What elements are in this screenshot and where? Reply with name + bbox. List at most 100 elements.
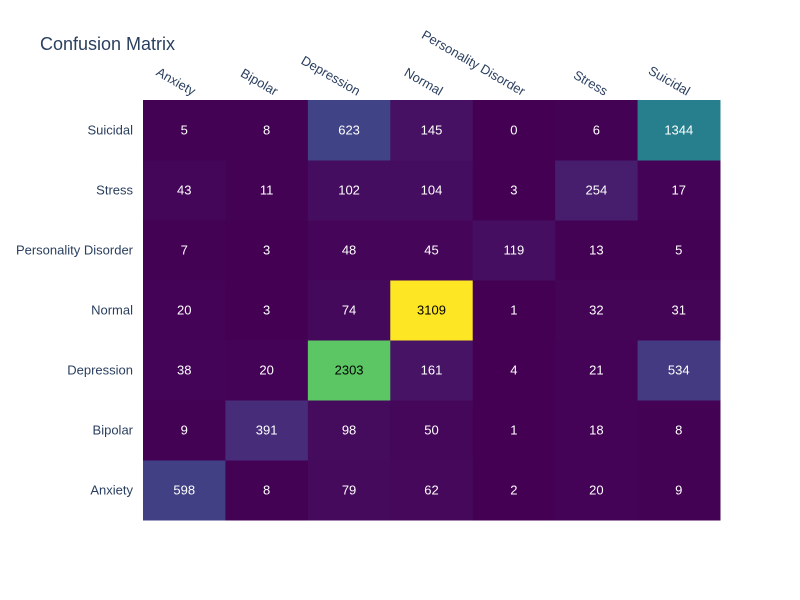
x-axis-ticks: Anxiety Bipolar Depression NormalPersonalit… (154, 27, 693, 99)
x-tick-label: Suicidal (646, 63, 693, 99)
y-axis-ticks: Anxiety Bipolar Depression Normal Personalit… (16, 123, 134, 498)
heatmap-cell-personality-disorder-suicidal (637, 220, 721, 281)
heatmap-cell-anxiety-stress (555, 460, 639, 521)
heatmap-cell-suicidal-personality-disorder (472, 100, 556, 161)
cell-value-label: 6 (593, 123, 600, 138)
heatmap-cell-anxiety-suicidal (637, 460, 721, 521)
cell-value-label: 4 (510, 363, 517, 378)
heatmap-cell-normal-suicidal (637, 280, 721, 341)
heatmap-cell-suicidal-depression (307, 100, 391, 161)
heatmap-cell-normal-stress (555, 280, 639, 341)
heatmap-cell-stress-bipolar (225, 160, 309, 221)
cell-value-label: 48 (342, 243, 356, 258)
cell-value-label: 18 (589, 423, 603, 438)
cell-value-label: 119 (504, 243, 525, 258)
x-tick-label: Normal (402, 65, 446, 99)
cell-value-label: 38 (177, 363, 191, 378)
heatmap-cell-normal-anxiety (143, 280, 226, 341)
heatmap-cell-suicidal-normal (390, 100, 474, 161)
cell-value-label: 20 (589, 483, 603, 498)
cell-value-label: 7 (181, 243, 188, 258)
cell-value-label: 21 (589, 363, 603, 378)
cell-value-label: 8 (263, 483, 270, 498)
cell-value-label: 1 (510, 303, 517, 318)
heatmap-cell-bipolar-anxiety (143, 400, 226, 461)
heatmap-cell-suicidal-suicidal (637, 100, 721, 161)
cell-value-label: 161 (421, 363, 443, 378)
cell-value-label: 2 (510, 483, 517, 498)
heatmap-cell-anxiety-depression (307, 460, 391, 521)
cell-value-label: 102 (338, 183, 360, 198)
heatmap-cell-stress-stress (555, 160, 639, 221)
heatmap-cell-stress-suicidal (637, 160, 721, 221)
cell-value-label: 3 (263, 303, 270, 318)
heatmap-cells: 598 8 79 62 2 20 99 391 98 50 1 18 838 20 2303 161 4 21 53… (143, 100, 721, 521)
y-tick-label: Depression (67, 363, 133, 378)
chart-title: Confusion Matrix (40, 34, 175, 54)
heatmap-cell-depression-bipolar (225, 340, 309, 401)
heatmap-cell-personality-disorder-depression (307, 220, 391, 281)
heatmap-cell-depression-depression (307, 340, 391, 401)
heatmap-cell-normal-bipolar (225, 280, 309, 341)
cell-value-label: 98 (342, 423, 356, 438)
cell-value-label: 45 (424, 243, 438, 258)
cell-value-label: 8 (675, 423, 682, 438)
cell-value-label: 17 (672, 183, 686, 198)
heatmap-cell-depression-suicidal (637, 340, 721, 401)
cell-value-label: 3 (510, 183, 517, 198)
cell-value-label: 74 (342, 303, 356, 318)
x-tick-label: Anxiety (154, 64, 199, 99)
cell-value-label: 79 (342, 483, 356, 498)
cell-value-label: 2303 (335, 363, 364, 378)
cell-value-label: 20 (259, 363, 273, 378)
cell-value-label: 3 (263, 243, 270, 258)
heatmap-cell-personality-disorder-anxiety (143, 220, 226, 281)
heatmap-cell-stress-depression (307, 160, 391, 221)
cell-value-label: 254 (586, 183, 608, 198)
cell-value-label: 534 (668, 363, 690, 378)
cell-value-label: 13 (589, 243, 603, 258)
heatmap-cell-personality-disorder-personality-disorder (472, 220, 556, 281)
y-tick-label: Personality Disorder (16, 243, 134, 258)
cell-value-label: 5 (675, 243, 682, 258)
cell-value-label: 623 (338, 123, 360, 138)
heatmap-cell-personality-disorder-stress (555, 220, 639, 281)
heatmap-cell-anxiety-personality-disorder (472, 460, 556, 521)
cell-value-label: 50 (424, 423, 438, 438)
cell-value-label: 104 (421, 183, 443, 198)
heatmap-cell-suicidal-anxiety (143, 100, 226, 161)
heatmap-cell-bipolar-depression (307, 400, 391, 461)
cell-value-label: 391 (256, 423, 278, 438)
x-tick-label: Bipolar (238, 65, 281, 99)
heatmap-cell-bipolar-suicidal (637, 400, 721, 461)
y-tick-label: Bipolar (93, 423, 134, 438)
cell-value-label: 3109 (417, 303, 446, 318)
heatmap-cell-depression-normal (390, 340, 474, 401)
cell-value-label: 1 (510, 423, 517, 438)
heatmap-cell-normal-depression (307, 280, 391, 341)
heatmap-cell-stress-personality-disorder (472, 160, 556, 221)
heatmap-cell-bipolar-normal (390, 400, 474, 461)
cell-value-label: 11 (260, 183, 274, 198)
heatmap-cell-personality-disorder-normal (390, 220, 474, 281)
heatmap-cell-depression-anxiety (143, 340, 226, 401)
heatmap-cell-suicidal-stress (555, 100, 639, 161)
heatmap-cell-bipolar-personality-disorder (472, 400, 556, 461)
y-tick-label: Stress (96, 183, 133, 198)
cell-value-label: 9 (181, 423, 188, 438)
cell-value-label: 8 (263, 123, 270, 138)
heatmap-cell-bipolar-stress (555, 400, 639, 461)
heatmap-cell-suicidal-bipolar (225, 100, 309, 161)
heatmap-cell-anxiety-anxiety (143, 460, 226, 521)
cell-value-label: 145 (421, 123, 443, 138)
y-tick-label: Anxiety (90, 483, 133, 498)
heatmap-cell-personality-disorder-bipolar (225, 220, 309, 281)
y-tick-label: Suicidal (87, 123, 133, 138)
cell-value-label: 62 (424, 483, 438, 498)
cell-value-label: 20 (177, 303, 191, 318)
heatmap-cell-normal-normal (390, 280, 474, 341)
heatmap-cell-bipolar-bipolar (225, 400, 309, 461)
x-tick-label: Stress (571, 67, 611, 99)
cell-value-label: 43 (177, 183, 191, 198)
